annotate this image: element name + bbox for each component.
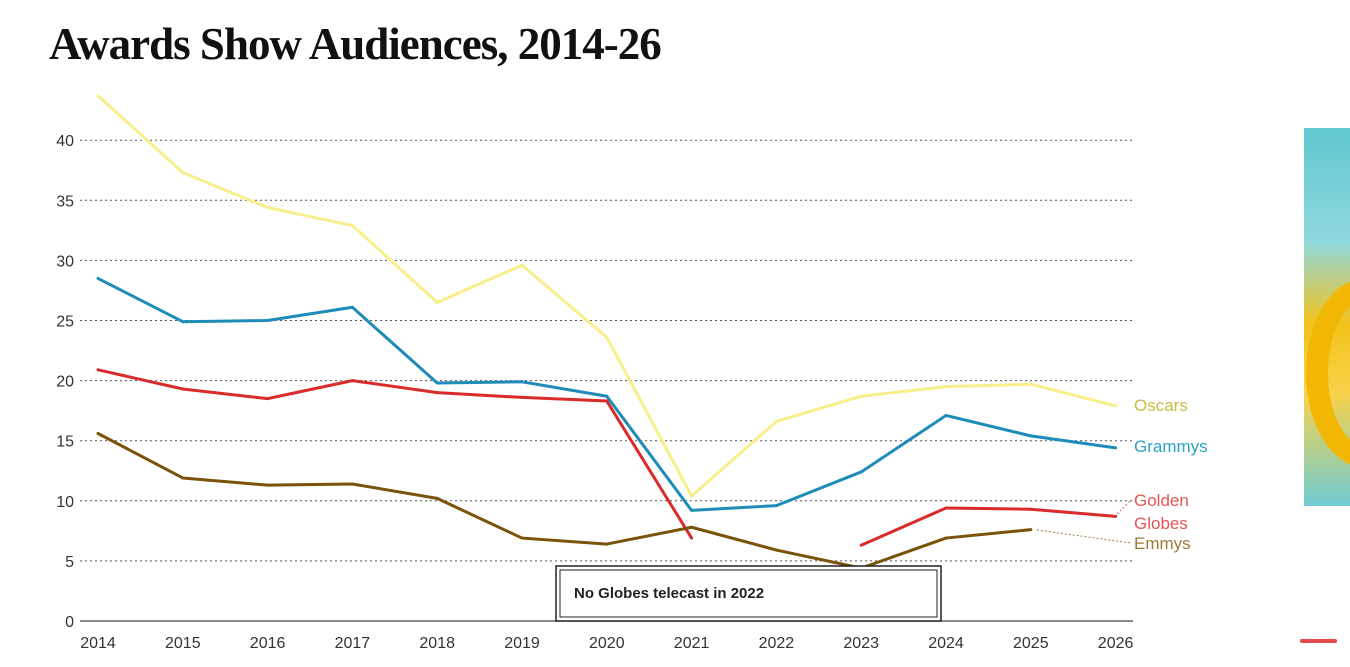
data-point-golden-globes <box>859 543 863 547</box>
data-point-emmys <box>266 483 270 487</box>
data-point-oscars <box>435 300 439 304</box>
series-line-grammys <box>97 277 1116 512</box>
data-point-oscars <box>96 94 100 98</box>
annotation-text: No Globes telecast in 2022 <box>574 585 764 602</box>
x-tick-label: 2015 <box>165 635 201 652</box>
grid-lines <box>80 139 1133 622</box>
series-label-golden-globes: Golden <box>1134 491 1189 510</box>
series-lines <box>96 94 1118 570</box>
series-label-grammys: Grammys <box>1134 437 1208 456</box>
annotation-no-globes: No Globes telecast in 2022 <box>555 565 942 622</box>
data-point-oscars <box>181 171 185 175</box>
x-axis-tick-labels: 2014 2015 2016 2017 2018 2019 2020 2021 2022 2023… <box>80 635 1133 652</box>
data-point-oscars <box>944 385 948 389</box>
data-point-oscars <box>774 419 778 423</box>
data-point-golden-globes <box>1114 514 1118 518</box>
data-point-grammys <box>774 504 778 508</box>
y-tick-label: 40 <box>56 133 74 150</box>
data-point-oscars <box>605 335 609 339</box>
x-tick-label: 2018 <box>419 635 455 652</box>
series-label-oscars: Oscars <box>1134 396 1188 415</box>
y-tick-label: 5 <box>65 554 74 571</box>
leader-line-emmys <box>1036 529 1132 544</box>
y-tick-label: 10 <box>56 494 74 511</box>
series-line-emmys <box>97 432 1031 570</box>
side-photo-thumbnail <box>1304 128 1350 506</box>
data-point-golden-globes <box>266 397 270 401</box>
data-point-emmys <box>96 431 100 435</box>
data-point-emmys <box>774 548 778 552</box>
data-point-grammys <box>96 276 100 280</box>
x-tick-label: 2016 <box>250 635 286 652</box>
leader-line-golden-globes <box>1116 499 1132 515</box>
x-tick-label: 2024 <box>928 635 964 652</box>
data-point-golden-globes <box>605 399 609 403</box>
data-point-grammys <box>435 381 439 385</box>
x-tick-label: 2017 <box>335 635 371 652</box>
series-line-oscars <box>96 94 1116 498</box>
data-point-emmys <box>435 496 439 500</box>
data-point-golden-globes <box>944 506 948 510</box>
data-point-oscars <box>266 206 270 210</box>
data-point-golden-globes <box>1029 507 1033 511</box>
x-tick-label: 2022 <box>759 635 795 652</box>
x-tick-label: 2019 <box>504 635 540 652</box>
y-tick-label: 15 <box>56 434 74 451</box>
x-tick-label: 2026 <box>1098 635 1134 652</box>
series-label-emmys: Emmys <box>1134 534 1191 553</box>
series-label-golden-globes: Globes <box>1134 514 1188 533</box>
data-point-grammys <box>520 380 524 384</box>
data-point-oscars <box>1029 382 1033 386</box>
data-point-grammys <box>859 470 863 474</box>
x-tick-label: 2020 <box>589 635 625 652</box>
series-line-golden-globes-segment-1 <box>97 368 693 539</box>
data-point-emmys <box>1029 528 1033 532</box>
y-axis-tick-labels: 0 5 10 15 20 25 30 35 40 <box>56 133 74 631</box>
data-point-oscars <box>859 394 863 398</box>
data-point-grammys <box>605 394 609 398</box>
y-tick-label: 0 <box>65 614 74 631</box>
x-tick-label: 2014 <box>80 635 116 652</box>
data-point-golden-globes <box>520 395 524 399</box>
data-point-grammys <box>1114 446 1118 450</box>
y-tick-label: 20 <box>56 374 74 391</box>
y-tick-label: 35 <box>56 193 74 210</box>
chart-title: Awards Show Audiences, 2014-26 <box>49 19 662 69</box>
data-point-golden-globes <box>350 379 354 383</box>
data-point-emmys <box>605 542 609 546</box>
data-point-golden-globes <box>435 391 439 395</box>
x-tick-label: 2021 <box>674 635 710 652</box>
y-tick-label: 25 <box>56 314 74 331</box>
y-tick-label: 30 <box>56 253 74 270</box>
x-tick-label: 2025 <box>1013 635 1049 652</box>
series-line-golden-globes-segment-2 <box>860 506 1116 547</box>
data-point-grammys <box>1029 434 1033 438</box>
data-point-oscars <box>520 263 524 267</box>
data-point-emmys <box>944 536 948 540</box>
data-point-emmys <box>181 476 185 480</box>
data-point-grammys <box>690 508 694 512</box>
data-point-grammys <box>944 413 948 417</box>
red-marker <box>1300 639 1337 643</box>
data-point-grammys <box>266 319 270 322</box>
data-point-emmys <box>520 536 524 540</box>
data-point-golden-globes <box>181 387 185 391</box>
data-point-golden-globes <box>96 368 100 372</box>
data-point-grammys <box>181 320 185 324</box>
data-point-oscars <box>690 494 694 498</box>
data-point-oscars <box>1114 404 1118 408</box>
data-point-golden-globes <box>690 536 694 540</box>
data-point-emmys <box>350 482 354 486</box>
data-point-emmys <box>690 525 694 529</box>
x-tick-label: 2023 <box>843 635 879 652</box>
data-point-grammys <box>350 305 354 309</box>
data-point-oscars <box>350 224 354 228</box>
